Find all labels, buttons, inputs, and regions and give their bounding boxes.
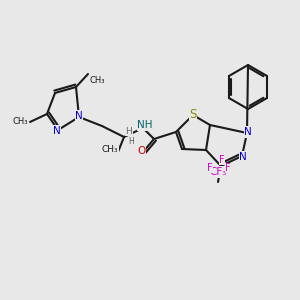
Text: H: H bbox=[126, 127, 132, 136]
Text: F: F bbox=[207, 163, 213, 173]
Text: N: N bbox=[53, 126, 61, 136]
Text: S: S bbox=[189, 109, 197, 122]
Text: F: F bbox=[219, 155, 225, 165]
Text: CH₃: CH₃ bbox=[102, 146, 118, 154]
Text: O: O bbox=[137, 146, 145, 156]
Text: N: N bbox=[244, 127, 252, 137]
Text: F: F bbox=[225, 163, 231, 173]
Text: CH₃: CH₃ bbox=[90, 76, 106, 85]
Text: CH₃: CH₃ bbox=[13, 118, 28, 127]
Text: N: N bbox=[75, 111, 83, 121]
Text: CF₃: CF₃ bbox=[209, 167, 227, 177]
Text: NH: NH bbox=[137, 120, 153, 130]
Text: H: H bbox=[128, 136, 134, 146]
Text: N: N bbox=[239, 152, 247, 162]
